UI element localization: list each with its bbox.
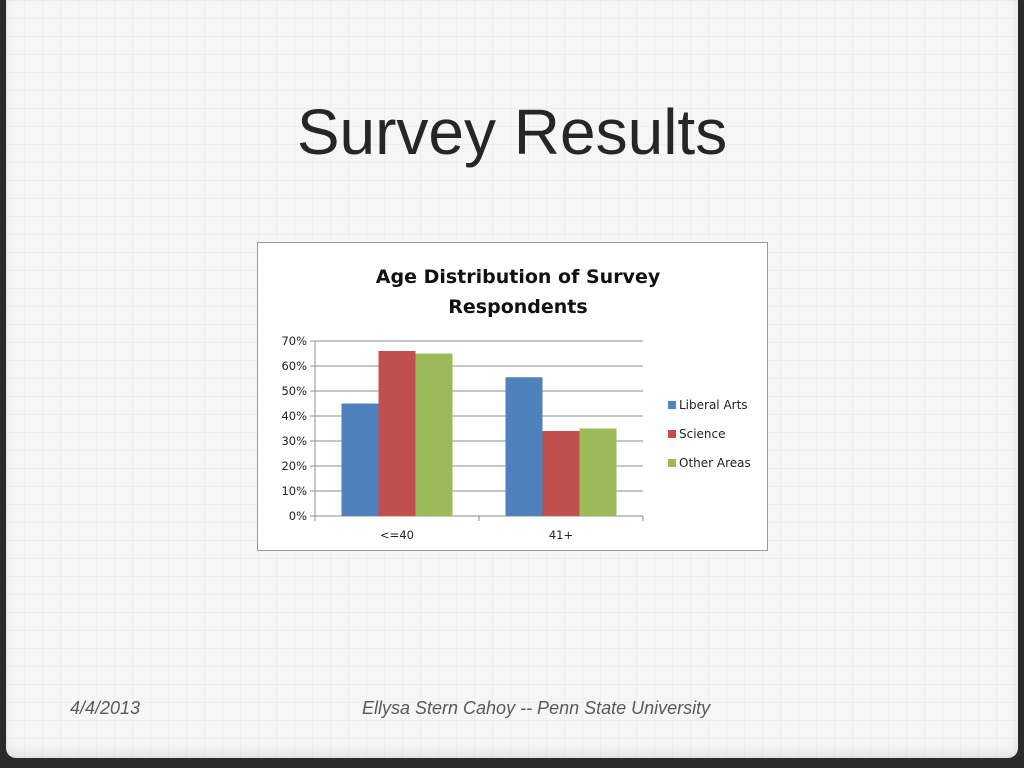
y-tick-label: 70% bbox=[281, 334, 307, 348]
legend: Liberal Arts Science Other Areas bbox=[668, 398, 751, 470]
slide: Survey Results Age Distribution of Surve… bbox=[6, 0, 1018, 758]
slide-title: Survey Results bbox=[296, 96, 728, 168]
y-tick-label: 30% bbox=[281, 434, 307, 448]
y-tick-label: 0% bbox=[289, 509, 307, 523]
x-tick-label: <=40 bbox=[380, 528, 414, 542]
bar-science-0 bbox=[378, 351, 416, 516]
legend-label: Science bbox=[679, 427, 726, 441]
bar-other-areas-1 bbox=[579, 428, 617, 516]
y-tick-label: 10% bbox=[281, 484, 307, 498]
legend-swatch bbox=[668, 459, 676, 467]
chart-title-line-1: Age Distribution of Survey bbox=[376, 266, 661, 288]
footer-author: Ellysa Stern Cahoy -- Penn State Univers… bbox=[362, 698, 711, 718]
y-tick-label: 50% bbox=[281, 384, 307, 398]
bar-other-areas-0 bbox=[415, 353, 453, 516]
bar-liberal-arts-1 bbox=[505, 377, 543, 516]
y-tick-label: 20% bbox=[281, 459, 307, 473]
bar-chart: Age Distribution of Survey Respondents 0… bbox=[281, 266, 751, 542]
axis-labels: 0% 10% 20% 30% 40% 50% 60% 70% <=40 41+ bbox=[281, 334, 573, 542]
y-tick-label: 40% bbox=[281, 409, 307, 423]
x-tick-label: 41+ bbox=[549, 528, 573, 542]
y-tick-label: 60% bbox=[281, 359, 307, 373]
chart-container: Age Distribution of Survey Respondents 0… bbox=[257, 242, 768, 551]
legend-label: Liberal Arts bbox=[679, 398, 748, 412]
bar-liberal-arts-0 bbox=[341, 403, 379, 516]
bar-science-1 bbox=[542, 431, 580, 516]
bars bbox=[341, 351, 617, 516]
legend-swatch bbox=[668, 430, 676, 438]
legend-label: Other Areas bbox=[679, 456, 751, 470]
legend-swatch bbox=[668, 401, 676, 409]
chart-title-line-2: Respondents bbox=[448, 296, 587, 318]
footer-date: 4/4/2013 bbox=[70, 698, 141, 718]
